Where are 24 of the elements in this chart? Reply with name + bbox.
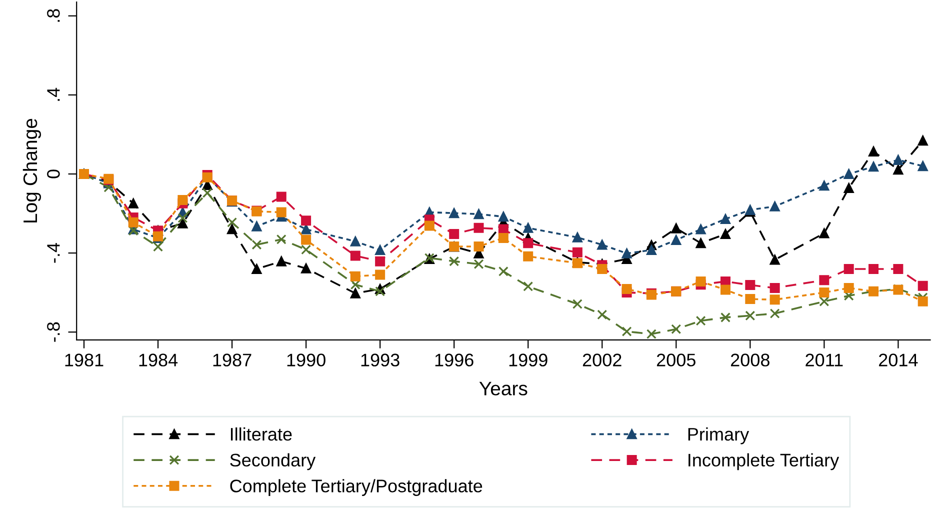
x-tick-label: 1981 bbox=[65, 354, 104, 366]
legend-label: Primary bbox=[688, 427, 750, 444]
x-tick-label: 1987 bbox=[213, 354, 252, 366]
y-tick-label: -.4 bbox=[47, 243, 60, 263]
x-tick-label: 2005 bbox=[656, 354, 696, 366]
y-tick-label: -.8 bbox=[47, 322, 60, 342]
x-tick-label: 1993 bbox=[361, 354, 400, 366]
x-tick-label: 2011 bbox=[806, 354, 843, 366]
x-axis-title: Years bbox=[479, 382, 528, 396]
x-tick-label: 1990 bbox=[287, 354, 326, 366]
legend-label: Secondary bbox=[230, 453, 316, 470]
x-tick-label: 1984 bbox=[139, 354, 178, 366]
x-tick-label: 2002 bbox=[582, 354, 622, 366]
y-axis-title: Log Change bbox=[22, 118, 42, 222]
y-tick-label: 0 bbox=[47, 170, 60, 178]
legend-label: Complete Tertiary/Postgraduate bbox=[230, 479, 482, 496]
y-tick-label: .4 bbox=[47, 88, 60, 101]
x-tick-label: 1999 bbox=[509, 354, 548, 366]
x-tick-label: 2008 bbox=[730, 354, 770, 366]
x-tick-label: 2014 bbox=[879, 354, 918, 366]
legend-label: Incomplete Tertiary bbox=[688, 453, 840, 470]
legend-label: Illiterate bbox=[230, 427, 292, 441]
y-tick-label: .8 bbox=[47, 9, 60, 22]
x-tick-label: 1996 bbox=[435, 354, 474, 366]
